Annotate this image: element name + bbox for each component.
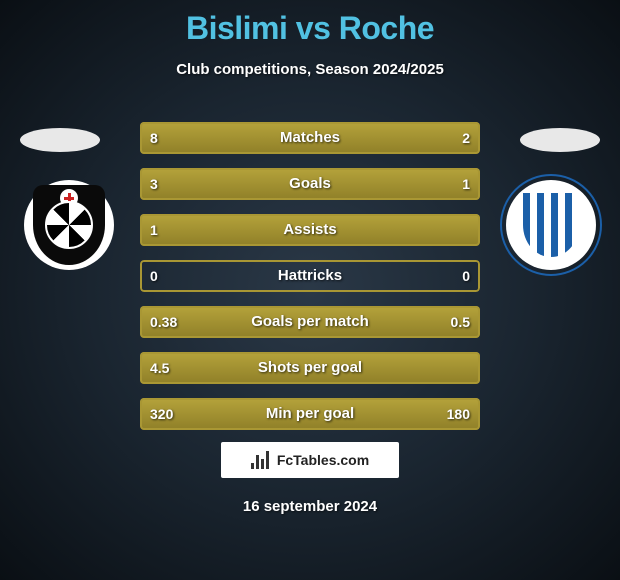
stat-value-left: 1 — [150, 214, 158, 246]
stat-value-right: 0 — [462, 260, 470, 292]
provider-logo-text: FcTables.com — [277, 452, 369, 468]
avatar-left — [20, 128, 100, 152]
stat-row: Goals3 1 — [140, 168, 480, 200]
stat-value-right: 180 — [447, 398, 470, 430]
provider-logo: FcTables.com — [221, 442, 399, 478]
stat-label: Matches — [140, 122, 480, 154]
stat-value-left: 4.5 — [150, 352, 169, 384]
stat-value-left: 0.38 — [150, 306, 177, 338]
stat-label: Hattricks — [140, 260, 480, 292]
stat-value-right: 2 — [462, 122, 470, 154]
stat-label: Min per goal — [140, 398, 480, 430]
stat-row: Hattricks0 0 — [140, 260, 480, 292]
stat-row: Shots per goal4.5 — [140, 352, 480, 384]
club-badge-right — [506, 180, 596, 270]
stat-value-left: 3 — [150, 168, 158, 200]
stat-value-left: 320 — [150, 398, 173, 430]
stat-value-left: 0 — [150, 260, 158, 292]
footer-date: 16 september 2024 — [0, 498, 620, 515]
stat-label: Assists — [140, 214, 480, 246]
stat-value-right: 1 — [462, 168, 470, 200]
stat-label: Goals — [140, 168, 480, 200]
avatar-right — [520, 128, 600, 152]
stat-label: Shots per goal — [140, 352, 480, 384]
bar-chart-icon — [251, 451, 271, 469]
stat-label: Goals per match — [140, 306, 480, 338]
stat-row: Assists1 — [140, 214, 480, 246]
stat-value-left: 8 — [150, 122, 158, 154]
page-title: Bislimi vs Roche — [0, 0, 620, 47]
stats-bars: Matches82Goals31Assists1Hattricks00Goals… — [140, 122, 480, 444]
stat-row: Matches8 2 — [140, 122, 480, 154]
stat-row: Min per goal320 180 — [140, 398, 480, 430]
club-badge-left — [24, 180, 114, 270]
stat-row: Goals per match0.38 0.5 — [140, 306, 480, 338]
page-subtitle: Club competitions, Season 2024/2025 — [0, 61, 620, 78]
stat-value-right: 0.5 — [451, 306, 470, 338]
